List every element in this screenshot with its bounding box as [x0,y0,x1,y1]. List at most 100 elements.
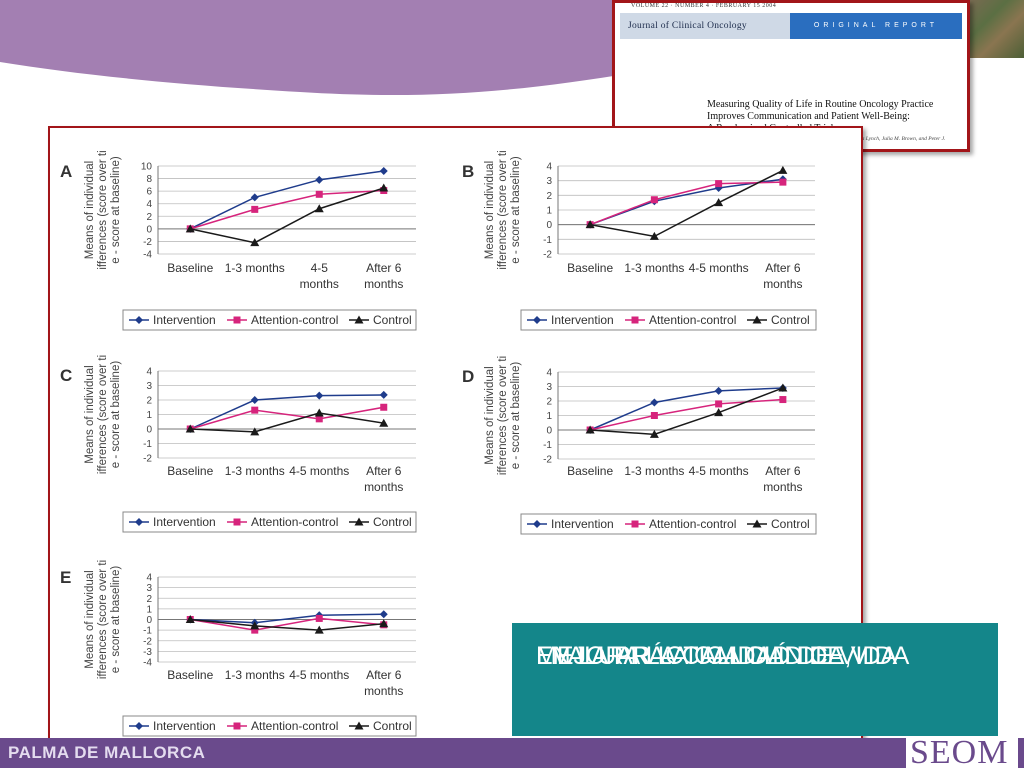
chart-panel-c: C Means of individual ifferences (score o… [60,355,417,533]
legend-box [122,309,417,331]
y-tick-label: -2 [143,454,152,465]
x-tick-label-part: 4-5 [311,261,329,275]
x-tick-label-part: After 6 [366,464,402,478]
y-tick-label: -3 [143,647,152,658]
series-line-intervention [589,178,783,226]
series-line-control [190,618,384,631]
series-line-intervention [589,387,783,431]
triangle-marker [714,198,724,207]
panel-label: B [462,162,474,181]
y-axis-title-line: ifferences (score over ti [97,150,109,269]
square-marker [631,520,639,528]
y-tick-label: -4 [143,250,152,261]
square-marker [233,722,241,730]
series-line-intervention [190,613,384,624]
triangle-marker [778,383,788,392]
y-tick-label: 6 [146,187,152,198]
legend: Intervention Attention-control Control [122,715,417,737]
legend-box [520,309,817,331]
y-tick-label: 2 [546,191,552,202]
legend-label: Control [771,517,810,531]
journal-name: Journal of Clinical Oncology [620,13,790,39]
triangle-marker [185,615,195,623]
y-tick-label: 2 [146,594,152,605]
square-marker [715,180,723,188]
legend-label: Control [373,313,412,327]
legend-label: Control [771,313,810,327]
diamond-marker [135,518,143,526]
square-marker [779,396,787,404]
x-tick-label: 4-5 months [289,668,349,682]
chart-panel-d: D Means of individual ifferences (score o… [462,356,817,535]
square-marker [315,614,323,622]
panel-label: A [60,162,72,181]
legend: Intervention Attention-control Control [122,511,417,533]
square-marker [650,196,658,204]
y-axis-title-line: e - score at baseline) [510,156,522,264]
square-marker [315,190,323,198]
corner-photo [968,0,1024,58]
journal-section-label: ORIGINAL REPORT [790,13,962,39]
y-tick-label: -2 [143,237,152,248]
diamond-marker [714,386,723,395]
legend-label: Intervention [153,515,216,529]
x-tick-label-part: After 6 [765,261,801,275]
figure-panel: A Means of individual ifferences (score o… [48,126,863,749]
y-axis-title-line: e - score at baseline) [110,361,122,469]
triangle-marker [379,619,389,628]
triangle-marker [185,424,195,433]
y-tick-label: 10 [141,162,153,173]
panel-label: C [60,366,72,385]
y-tick-label: -2 [543,250,552,261]
y-tick-label: -1 [543,235,552,246]
y-axis-title-line: ifferences (score over ti [497,356,509,475]
y-axis-title-line: Means of individual [84,570,96,668]
series-line-control [590,387,784,436]
triangle-marker [185,224,195,233]
triangle-marker [585,220,595,229]
chart-panel-a: A Means of individual ifferences (score o… [60,150,417,331]
x-tick-label: Baseline [167,464,213,478]
y-tick-label: -2 [543,455,552,466]
diamond-marker [379,390,388,399]
x-tick-label-part: After 6 [765,464,801,478]
series-line-attention-control [190,406,384,430]
x-tick-label: Baseline [167,261,213,275]
x-tick-label: 4-5 months [689,261,749,275]
x-tick-label-part: After 6 [366,261,402,275]
triangle-marker [585,425,595,434]
square-marker [380,403,388,411]
y-axis-title-line: Means of individual [484,366,496,464]
triangle-marker [314,204,324,213]
x-tick-label-part: months [763,480,802,494]
x-tick-label-part: months [763,277,802,291]
legend-label: Control [373,515,412,529]
series-line-control [190,412,384,433]
y-axis-title-line: e - score at baseline) [510,362,522,470]
legend-label: Attention-control [251,719,338,733]
x-tick-label-part: months [300,277,339,291]
square-marker [779,178,787,186]
series-line-control [190,187,384,244]
legend-label: Attention-control [649,313,736,327]
triangle-marker [250,621,260,630]
seom-logo-text: SEOM [910,734,1009,771]
y-tick-label: 0 [546,220,552,231]
y-tick-label: 4 [146,367,152,378]
triangle-marker [379,418,389,427]
triangle-marker [778,165,788,174]
triangle-marker [649,231,659,240]
square-marker [233,316,241,324]
chart-panel-b: B Means of individual ifferences (score o… [462,150,817,331]
y-axis-title-line: Means of individual [84,161,96,259]
y-axis-title-line: ifferences (score over ti [97,355,109,474]
y-tick-label: 2 [146,212,152,223]
triangle-marker [649,429,659,438]
y-tick-label: -1 [143,626,152,637]
x-tick-label: 1-3 months [225,464,285,478]
square-marker [251,205,259,213]
series-line-control [589,169,784,238]
triangle-marker [354,721,364,730]
y-tick-label: -2 [143,636,152,647]
y-tick-label: 8 [146,174,152,185]
